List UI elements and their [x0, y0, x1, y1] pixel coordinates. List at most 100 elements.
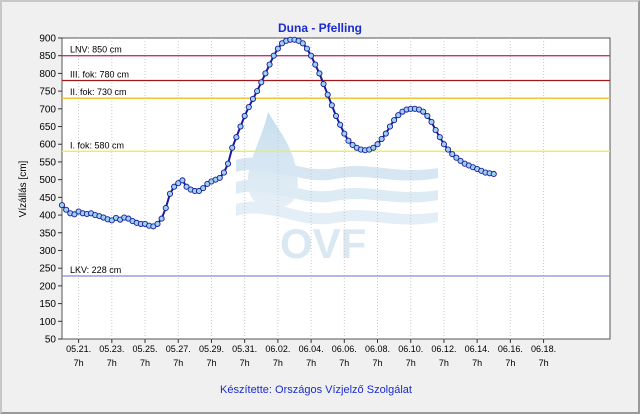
- x-tick-date: 06.06.: [332, 344, 357, 354]
- x-tick-date: 06.12.: [431, 344, 456, 354]
- reference-line-label: III. fok: 780 cm: [70, 69, 129, 79]
- x-tick-hour: 7h: [206, 358, 216, 368]
- data-point: [490, 170, 497, 178]
- data-point: [432, 127, 439, 134]
- x-tick-hour: 7h: [406, 358, 416, 368]
- x-tick-hour: 7h: [74, 358, 84, 368]
- x-tick-hour: 7h: [539, 358, 549, 368]
- y-tick-label: 100: [39, 317, 56, 328]
- data-point: [337, 121, 344, 128]
- data-point: [71, 211, 78, 218]
- data-point: [166, 190, 173, 197]
- ovf-watermark-logo: OVF: [236, 112, 438, 267]
- x-tick-hour: 7h: [505, 358, 515, 368]
- x-tick-hour: 7h: [107, 358, 117, 368]
- x-tick-date: 05.27.: [166, 344, 191, 354]
- x-tick-date: 06.08.: [365, 344, 390, 354]
- data-point: [258, 79, 265, 86]
- reference-lines: LNV: 850 cm III. fok: 780 cm II. fok: 730 …: [62, 45, 610, 277]
- y-tick-label: 400: [39, 211, 56, 222]
- x-tick-hour: 7h: [273, 358, 283, 368]
- y-tick-label: 850: [39, 51, 56, 62]
- x-tick-date: 06.02.: [265, 344, 290, 354]
- data-point: [241, 112, 248, 119]
- data-point: [332, 112, 340, 119]
- y-tick-label: 750: [39, 87, 56, 98]
- y-axis: 50 100 150 200 250 300 350 400 450 500 550 600 650 70…: [39, 34, 62, 346]
- data-point: [440, 141, 447, 148]
- data-point: [428, 118, 435, 125]
- y-tick-label: 900: [39, 34, 56, 45]
- y-tick-label: 50: [45, 335, 57, 346]
- data-point: [457, 157, 464, 164]
- data-point: [200, 185, 207, 192]
- data-point: [245, 104, 252, 111]
- x-tick-hour: 7h: [173, 358, 183, 368]
- reference-line-label: LNV: 850 cm: [70, 45, 122, 55]
- data-point: [424, 112, 431, 119]
- data-point: [312, 61, 319, 68]
- data-point: [308, 52, 315, 59]
- x-tick-hour: 7h: [472, 358, 482, 368]
- y-tick-label: 150: [39, 299, 56, 310]
- data-point: [391, 117, 398, 124]
- x-tick-date: 05.25.: [133, 344, 158, 354]
- y-tick-label: 700: [39, 104, 56, 115]
- y-tick-label: 450: [39, 193, 56, 204]
- y-tick-label: 600: [39, 140, 56, 151]
- y-tick-label: 250: [39, 264, 56, 275]
- data-point: [436, 134, 443, 141]
- data-point: [328, 102, 335, 109]
- data-point: [225, 160, 232, 167]
- data-point: [254, 88, 261, 95]
- y-tick-label: 350: [39, 228, 56, 239]
- y-tick-label: 650: [39, 122, 56, 133]
- x-tick-date: 06.14.: [465, 344, 490, 354]
- data-point: [453, 154, 460, 161]
- data-point: [299, 40, 306, 47]
- x-tick-date: 06.10.: [398, 344, 423, 354]
- x-tick-date: 06.04.: [299, 344, 324, 354]
- x-tick-hour: 7h: [306, 358, 316, 368]
- data-point: [195, 187, 203, 195]
- data-point: [262, 70, 269, 77]
- data-point: [303, 45, 310, 52]
- series-group: [58, 36, 497, 230]
- reference-line-label: I. fok: 580 cm: [70, 140, 124, 150]
- data-point: [154, 220, 161, 227]
- data-point: [171, 183, 178, 190]
- data-point: [341, 130, 348, 137]
- data-point: [274, 45, 281, 52]
- gridlines: [78, 38, 545, 339]
- chart-credit: Készítette: Országos Vízjelző Szolgálat: [220, 384, 412, 396]
- data-point: [229, 144, 236, 151]
- y-tick-label: 550: [39, 157, 56, 168]
- data-point: [266, 61, 273, 68]
- plot-area: [61, 37, 611, 340]
- x-tick-hour: 7h: [339, 358, 349, 368]
- data-point: [395, 112, 402, 119]
- x-tick-hour: 7h: [140, 358, 150, 368]
- x-axis: 05.21. 7h 05.23. 7h 05.25. 7h 05.27. 7h 05.29. 7h…: [66, 339, 556, 368]
- x-tick-date: 05.21.: [66, 344, 91, 354]
- data-point: [324, 91, 331, 98]
- data-point: [270, 52, 277, 59]
- y-tick-label: 300: [39, 246, 56, 257]
- data-point: [370, 144, 377, 151]
- data-point: [449, 151, 456, 158]
- data-point: [316, 70, 323, 77]
- x-tick-date: 05.29.: [199, 344, 224, 354]
- x-tick-hour: 7h: [373, 358, 383, 368]
- x-tick-date: 05.31.: [232, 344, 257, 354]
- data-point: [220, 169, 227, 176]
- watermark-wave-icon: [236, 201, 438, 225]
- x-tick-date: 06.16.: [498, 344, 523, 354]
- y-tick-label: 200: [39, 281, 56, 292]
- data-point: [175, 180, 182, 187]
- data-point: [183, 183, 190, 190]
- reference-line-label: II. fok: 730 cm: [70, 87, 127, 97]
- data-point: [63, 206, 70, 213]
- y-axis-label: Vízállás [cm]: [18, 160, 29, 217]
- watermark-wave-icon: [236, 157, 438, 181]
- data-point: [179, 177, 186, 184]
